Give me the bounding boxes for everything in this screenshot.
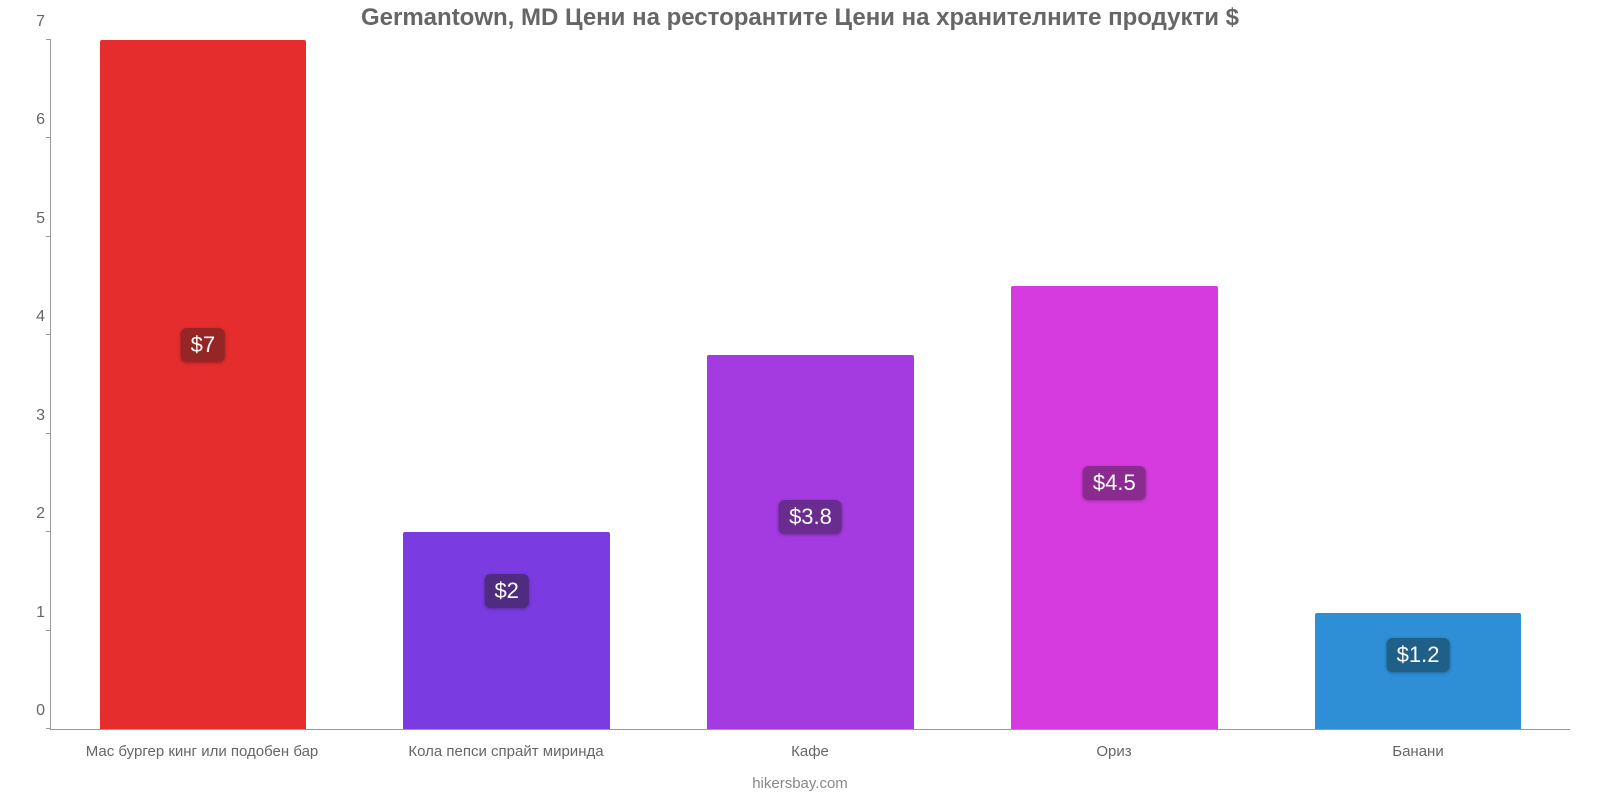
bar-slot: $4.5	[962, 40, 1266, 729]
y-tick-mark	[46, 137, 51, 138]
bar-slot: $3.8	[659, 40, 963, 729]
bar: $3.8	[707, 355, 914, 729]
y-tick-mark	[46, 39, 51, 40]
bar-slot: $7	[51, 40, 355, 729]
y-tick-label: 5	[21, 210, 45, 228]
y-tick-mark	[46, 334, 51, 335]
plot-area: $7$2$3.8$4.5$1.2 01234567	[50, 40, 1570, 730]
bar: $2	[403, 532, 610, 729]
bar-value-badge: $3.8	[779, 500, 842, 534]
bar: $4.5	[1011, 286, 1218, 729]
y-tick-mark	[46, 236, 51, 237]
y-tick-label: 2	[21, 505, 45, 523]
chart-credit: hikersbay.com	[0, 775, 1600, 792]
y-tick-label: 3	[21, 407, 45, 425]
y-tick-mark	[46, 531, 51, 532]
y-tick-label: 7	[21, 13, 45, 31]
y-tick-label: 1	[21, 604, 45, 622]
x-axis-label: Ориз	[962, 737, 1266, 760]
x-axis-label: Кафе	[658, 737, 962, 760]
x-axis-labels: Мас бургер кинг или подобен барКола пепс…	[50, 737, 1570, 760]
y-tick-label: 6	[21, 111, 45, 129]
x-axis-label: Мас бургер кинг или подобен бар	[50, 737, 354, 760]
x-axis-label: Банани	[1266, 737, 1570, 760]
bar-slot: $1.2	[1266, 40, 1570, 729]
y-tick-mark	[46, 728, 51, 729]
x-axis-label: Кола пепси спрайт миринда	[354, 737, 658, 760]
chart-title: Germantown, MD Цени на ресторантите Цени…	[0, 4, 1600, 32]
y-tick-mark	[46, 433, 51, 434]
y-tick-mark	[46, 630, 51, 631]
bar-slot: $2	[355, 40, 659, 729]
bar-value-badge: $1.2	[1387, 638, 1450, 672]
bar: $7	[100, 40, 307, 729]
y-tick-label: 4	[21, 308, 45, 326]
bar-value-badge: $4.5	[1083, 466, 1146, 500]
y-tick-label: 0	[21, 702, 45, 720]
bar-value-badge: $7	[181, 328, 225, 362]
chart-container: Germantown, MD Цени на ресторантите Цени…	[0, 0, 1600, 800]
bars-group: $7 $2 $3.8 $4.5 $1.2	[51, 40, 1570, 729]
bar: $1.2	[1315, 613, 1522, 729]
bar-value-badge: $2	[484, 574, 528, 608]
